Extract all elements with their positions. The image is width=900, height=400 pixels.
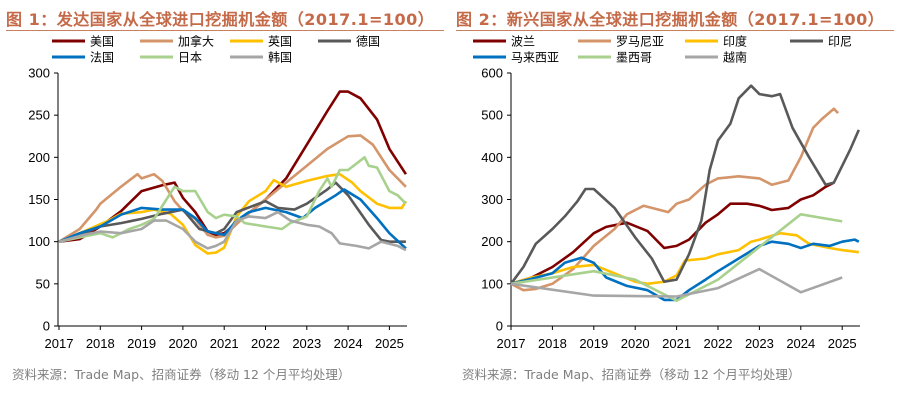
title-divider xyxy=(6,30,444,31)
legend-label: 墨西哥 xyxy=(616,51,652,65)
y-tick-label: 250 xyxy=(28,108,50,123)
legend-label: 法国 xyxy=(90,51,114,65)
y-tick-label: 150 xyxy=(28,192,50,207)
y-tick-label: 100 xyxy=(28,234,50,249)
chart-title: 图 1：发达国家从全球进口挖掘机金额（2017.1=100） xyxy=(6,10,435,29)
y-tick-label: 300 xyxy=(481,192,503,207)
y-tick-label: 600 xyxy=(481,66,503,81)
y-tick-label: 300 xyxy=(28,66,50,81)
y-tick-label: 0 xyxy=(496,319,503,334)
legend-label: 越南 xyxy=(723,50,747,65)
series-line xyxy=(509,84,860,285)
x-tick-label: 2020 xyxy=(168,336,197,351)
series-line xyxy=(58,134,407,243)
x-tick-label: 2025 xyxy=(375,336,404,351)
y-tick-label: 400 xyxy=(481,150,503,165)
x-tick-label: 2017 xyxy=(45,336,74,351)
y-tick-label: 200 xyxy=(28,150,50,165)
x-tick-label: 2022 xyxy=(704,336,733,351)
chart-panel-developed: 图 1：发达国家从全球进口挖掘机金额（2017.1=100） 美国 加拿大 英国 德国… xyxy=(6,10,444,382)
legend-label: 美国 xyxy=(90,35,114,49)
title-divider xyxy=(456,30,894,31)
series-line xyxy=(58,188,407,250)
chart-panel-emerging: 图 2：新兴国家从全球进口挖掘机金额（2017.1=100） 波兰 罗马尼亚 印度 印… xyxy=(450,0,900,400)
legend-label: 印度 xyxy=(723,34,747,49)
x-tick-label: 2020 xyxy=(621,336,650,351)
series-line xyxy=(58,181,406,243)
x-tick-label: 2023 xyxy=(292,336,321,351)
source-note: 资料来源：Trade Map、招商证券（移动 12 个月平均处理） xyxy=(462,367,801,382)
legend-label: 韩国 xyxy=(268,50,292,65)
chart-title: 图 2：新兴国家从全球进口挖掘机金额（2017.1=100） xyxy=(456,10,885,29)
x-tick-label: 2019 xyxy=(127,336,156,351)
series-line xyxy=(58,210,407,252)
x-tick-label: 2023 xyxy=(745,336,774,351)
x-tick-label: 2019 xyxy=(579,336,608,351)
legend-label: 英国 xyxy=(268,35,292,49)
legend-label: 波兰 xyxy=(511,35,535,49)
x-tick-label: 2022 xyxy=(251,336,280,351)
y-tick-label: 50 xyxy=(36,276,50,291)
series-line xyxy=(510,107,840,292)
x-tick-label: 2021 xyxy=(662,336,691,351)
legend-label: 加拿大 xyxy=(178,34,214,49)
legend-label: 德国 xyxy=(356,34,380,49)
y-tick-label: 0 xyxy=(43,319,50,334)
x-tick-label: 2018 xyxy=(86,336,115,351)
series-line xyxy=(510,238,860,302)
legend-label: 马来西亚 xyxy=(511,51,559,65)
series-line xyxy=(510,213,843,303)
legend-label: 日本 xyxy=(178,51,202,65)
series-line xyxy=(510,267,843,298)
series-line xyxy=(58,172,408,255)
y-tick-label: 100 xyxy=(481,276,503,291)
y-tick-label: 500 xyxy=(481,108,503,123)
legend-label: 罗马尼亚 xyxy=(616,35,664,49)
x-tick-label: 2025 xyxy=(828,336,857,351)
y-tick-label: 200 xyxy=(481,234,503,249)
x-tick-label: 2024 xyxy=(786,336,815,351)
x-tick-label: 2018 xyxy=(538,336,567,351)
x-tick-label: 2017 xyxy=(497,336,526,351)
x-tick-label: 2021 xyxy=(210,336,239,351)
series-line xyxy=(58,156,407,243)
series-line xyxy=(510,231,859,286)
legend-label: 印尼 xyxy=(828,35,852,49)
source-note: 资料来源：Trade Map、招商证券（移动 12 个月平均处理） xyxy=(12,367,351,382)
x-tick-label: 2024 xyxy=(334,336,363,351)
